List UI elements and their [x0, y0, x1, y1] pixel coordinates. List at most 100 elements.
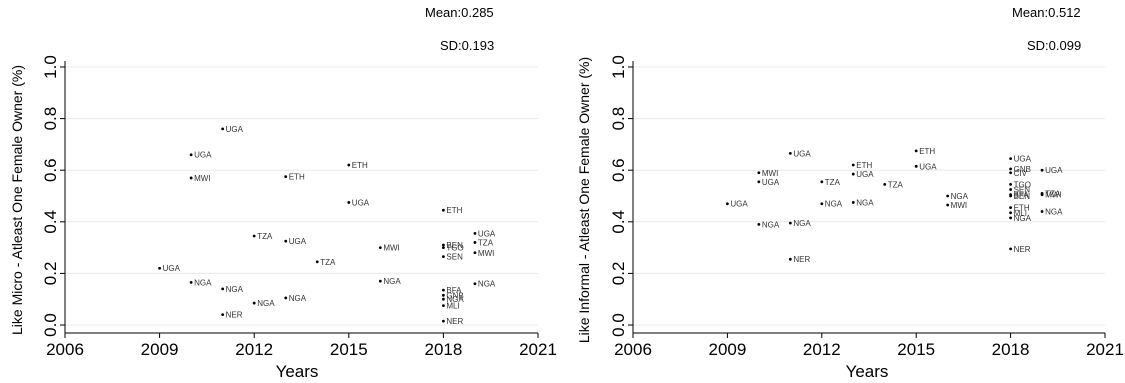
point-label: GNB [446, 291, 463, 300]
data-point [788, 152, 792, 155]
data-point [221, 127, 225, 131]
x-axis-title: Years [276, 362, 319, 381]
point-label: NGA [762, 220, 780, 229]
x-tick-label: 2006 [46, 340, 84, 359]
data-point [221, 313, 225, 317]
y-tick-label: 1.0 [609, 55, 628, 79]
data-point [820, 202, 824, 206]
point-label: UGA [1014, 155, 1032, 164]
data-point [442, 246, 445, 250]
data-point [788, 257, 792, 261]
point-label: TZA [320, 258, 336, 267]
y-tick-label: 0.2 [609, 262, 628, 286]
data-point [221, 287, 225, 291]
data-point [788, 221, 792, 225]
data-point [1009, 206, 1012, 210]
chart-panel-informal: Mean:0.512 SD:0.099 Like Informal - Atle… [576, 5, 1124, 381]
data-point [252, 301, 256, 305]
data-point [1009, 194, 1012, 198]
point-label: MWI [194, 174, 210, 183]
point-label: NGA [446, 295, 464, 304]
data-point [473, 282, 477, 286]
point-label: NER [446, 317, 463, 326]
point-label: TGO [1014, 180, 1031, 189]
point-label: NER [1014, 245, 1031, 254]
point-label: UGA [762, 178, 780, 187]
data-point [442, 255, 445, 259]
y-axis-title: Like Micro - Atleast One Female Owner (%… [9, 65, 25, 335]
data-point [757, 171, 761, 175]
data-point [1009, 157, 1012, 160]
x-tick-label: 2021 [1086, 340, 1124, 359]
point-label: MWI [1045, 191, 1061, 200]
point-label: UGA [478, 229, 496, 238]
point-label: TZA [888, 180, 904, 189]
point-label: SEN [446, 253, 463, 262]
x-tick-label: 2009 [141, 340, 179, 359]
point-label: UGA [226, 125, 244, 134]
mean-label: Mean:0.285 [425, 5, 494, 20]
point-label: NGA [793, 219, 811, 228]
data-point [442, 319, 445, 323]
y-tick-label: 0.8 [609, 107, 628, 131]
mean-label: Mean:0.512 [1012, 5, 1081, 20]
point-label: GNB [1014, 165, 1031, 174]
point-label: MLI [446, 302, 459, 311]
x-tick-label: 2018 [992, 340, 1030, 359]
point-label: ETH [856, 161, 872, 170]
data-point [914, 149, 918, 153]
sd-label: SD:0.099 [1027, 38, 1081, 53]
x-tick-label: 2015 [330, 340, 368, 359]
data-point [378, 246, 382, 250]
point-label: MWI [951, 201, 967, 210]
x-tick-label: 2018 [424, 340, 462, 359]
point-label: ETH [919, 147, 935, 156]
data-point [851, 172, 855, 176]
data-point [189, 176, 193, 180]
data-point [189, 153, 193, 157]
data-point [473, 241, 477, 244]
point-label: TZA [478, 238, 494, 247]
point-label: BFA [1014, 191, 1030, 200]
y-tick-label: 1.0 [41, 55, 60, 79]
y-tick-label: 0.0 [41, 313, 60, 337]
point-label: ETH [352, 161, 368, 170]
y-tick-label: 0.6 [41, 158, 60, 182]
point-label: MWI [478, 249, 494, 258]
point-label: ETH [1014, 204, 1030, 213]
data-point [820, 180, 824, 184]
point-label: UGA [194, 151, 212, 160]
point-label: BEN [1014, 192, 1031, 201]
x-tick-label: 2021 [519, 340, 557, 359]
data-point [726, 202, 729, 206]
point-label: NGA [1014, 214, 1032, 223]
data-point [1009, 167, 1012, 171]
point-label: NGA [478, 280, 496, 289]
point-label: MWI [762, 169, 778, 178]
data-point [442, 293, 445, 297]
point-label: UGA [730, 200, 748, 209]
x-tick-label: 2012 [235, 340, 273, 359]
data-point [442, 288, 445, 292]
data-point [158, 266, 162, 270]
data-point [1040, 193, 1044, 197]
data-point [914, 164, 918, 168]
data-point [442, 208, 445, 212]
point-label: TZA [257, 232, 273, 241]
data-point [189, 281, 193, 284]
x-tick-label: 2012 [803, 340, 841, 359]
data-point [1009, 188, 1012, 191]
data-point [1040, 168, 1044, 172]
point-label: UGA [919, 162, 937, 171]
y-axis-title: Like Informal - Atleast One Female Owner… [576, 57, 592, 343]
x-tick-label: 2006 [614, 340, 652, 359]
point-label: NGA [194, 278, 212, 287]
point-label: BFA [446, 286, 462, 295]
point-label: NGA [257, 299, 275, 308]
y-tick-label: 0.4 [41, 210, 60, 234]
data-point [473, 251, 477, 255]
y-tick-label: 0.2 [41, 262, 60, 286]
point-label: UGA [352, 198, 370, 207]
data-point [1009, 247, 1012, 251]
point-label: NER [226, 311, 243, 320]
